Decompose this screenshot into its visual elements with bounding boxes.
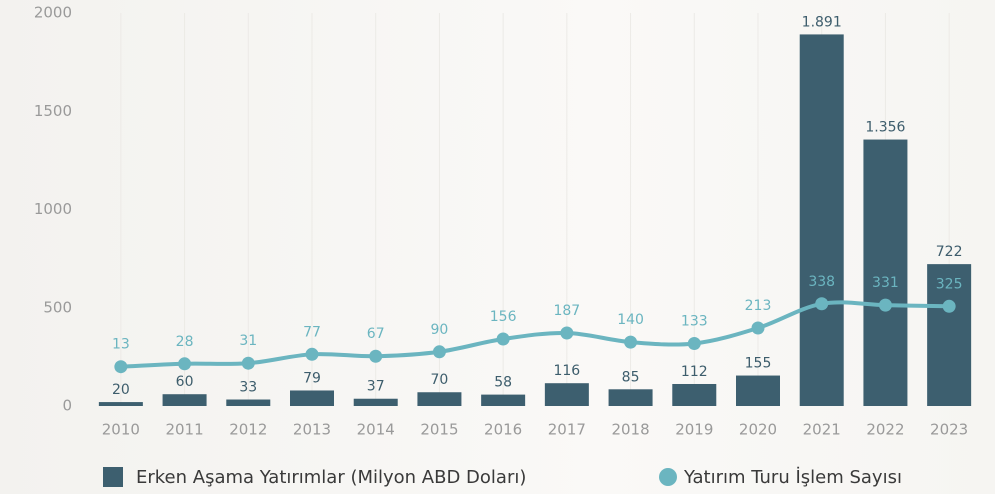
y-tick-label: 0 xyxy=(62,397,72,415)
line-value-label: 156 xyxy=(490,309,517,325)
legend-swatch xyxy=(659,468,677,486)
bar xyxy=(481,394,526,406)
bar-value-label: 155 xyxy=(745,356,772,372)
line-point xyxy=(432,345,446,359)
line-value-label: 325 xyxy=(936,276,963,292)
bar-value-label: 112 xyxy=(681,364,708,380)
bar-value-label: 116 xyxy=(553,363,580,379)
y-tick-label: 2000 xyxy=(34,4,72,22)
bar xyxy=(417,392,462,406)
bar xyxy=(799,34,844,407)
bar xyxy=(736,375,780,406)
line-point xyxy=(624,335,638,349)
legend-label: Erken Aşama Yatırımlar (Milyon ABD Dolar… xyxy=(136,467,526,488)
bar xyxy=(608,389,653,406)
x-tick-label: 2021 xyxy=(803,421,841,439)
bar-value-label: 37 xyxy=(367,379,385,395)
line-point xyxy=(815,297,829,311)
line-value-label: 338 xyxy=(808,274,835,290)
line-value-label: 140 xyxy=(617,312,644,328)
line-point xyxy=(942,299,956,313)
bar xyxy=(98,402,143,406)
line-point xyxy=(751,321,765,335)
x-tick-label: 2013 xyxy=(293,421,331,439)
line-point xyxy=(241,356,255,370)
line-point xyxy=(369,349,383,363)
line-value-label: 187 xyxy=(553,303,580,319)
x-tick-label: 2014 xyxy=(357,421,395,439)
bar xyxy=(672,383,717,406)
line-value-label: 133 xyxy=(681,313,708,329)
bar-value-label: 58 xyxy=(494,375,512,391)
bar xyxy=(863,139,908,406)
x-tick-label: 2023 xyxy=(930,421,968,439)
bar xyxy=(162,394,207,406)
line-value-label: 90 xyxy=(431,322,449,338)
line-point xyxy=(114,360,128,374)
x-tick-label: 2018 xyxy=(611,421,649,439)
x-tick-label: 2012 xyxy=(229,421,267,439)
line-value-label: 31 xyxy=(239,333,257,349)
line-point xyxy=(178,357,192,371)
x-tick-label: 2010 xyxy=(102,421,140,439)
y-tick-label: 500 xyxy=(43,298,72,316)
line-point xyxy=(496,332,510,346)
bar xyxy=(927,264,972,406)
x-tick-label: 2019 xyxy=(675,421,713,439)
line-value-label: 28 xyxy=(176,334,194,350)
legend-label: Yatırım Turu İşlem Sayısı xyxy=(683,467,902,488)
x-tick-label: 2017 xyxy=(548,421,586,439)
line-point xyxy=(560,326,574,340)
bar-value-label: 20 xyxy=(112,382,130,398)
bar xyxy=(226,399,271,406)
bar-value-label: 33 xyxy=(239,380,257,396)
bar-value-label: 70 xyxy=(431,372,449,388)
bar xyxy=(544,383,589,406)
y-tick-label: 1500 xyxy=(34,102,72,120)
line xyxy=(120,300,950,369)
bar-value-label: 722 xyxy=(936,244,963,260)
line-value-label: 67 xyxy=(367,326,385,342)
bar xyxy=(353,398,398,406)
x-tick-label: 2015 xyxy=(420,421,458,439)
line-point xyxy=(305,347,319,361)
line-value-label: 331 xyxy=(872,275,899,291)
x-tick-label: 2022 xyxy=(866,421,904,439)
legend-swatch xyxy=(103,467,123,487)
bar-value-label: 85 xyxy=(622,369,640,385)
bar xyxy=(290,390,334,406)
bar-value-label: 60 xyxy=(176,374,194,390)
line-value-label: 213 xyxy=(745,298,772,314)
y-tick-label: 1000 xyxy=(34,200,72,218)
line-value-label: 13 xyxy=(112,337,130,353)
bar-value-label: 1.356 xyxy=(865,120,905,136)
bar-value-label: 79 xyxy=(303,370,321,386)
x-tick-label: 2016 xyxy=(484,421,522,439)
bar-value-label: 1.891 xyxy=(802,14,842,30)
line-point xyxy=(878,298,892,312)
line-point xyxy=(687,336,701,350)
line-value-label: 77 xyxy=(303,324,321,340)
x-tick-label: 2011 xyxy=(165,421,203,439)
x-tick-label: 2020 xyxy=(739,421,777,439)
